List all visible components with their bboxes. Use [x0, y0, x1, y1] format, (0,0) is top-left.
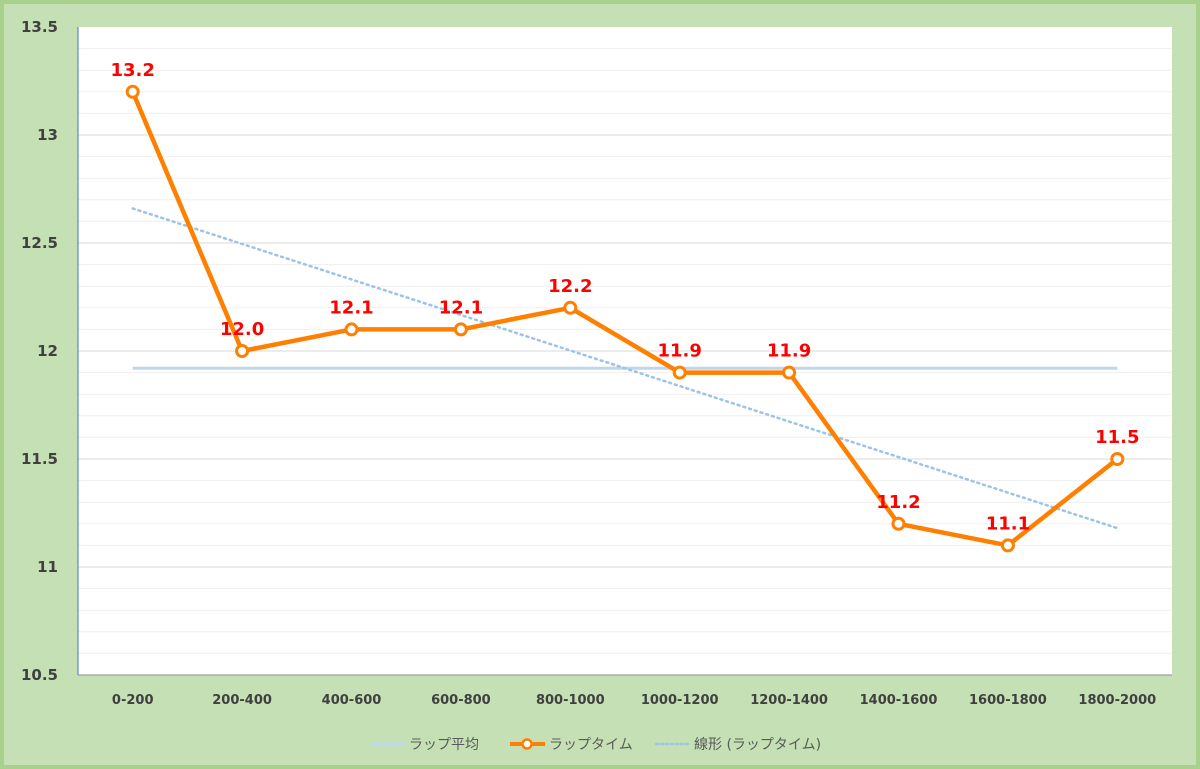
lap-time-line — [130, 90, 1119, 548]
lap-time-point — [672, 365, 687, 380]
y-tick-label: 11.5 — [21, 450, 58, 468]
data-label: 12.2 — [548, 276, 592, 297]
x-tick-label: 800-1000 — [536, 693, 605, 708]
x-axis-ticks: 0-200 200-400 400-600 600-800 800-1000 1000-1… — [112, 693, 1156, 708]
lap-time-point — [125, 84, 140, 99]
data-label: 11.5 — [1095, 427, 1139, 448]
x-tick-label: 400-600 — [322, 693, 382, 708]
x-tick-label: 1200-1400 — [750, 693, 828, 708]
x-tick-label: 1600-1800 — [969, 693, 1047, 708]
lap-time-series — [125, 84, 1125, 553]
x-tick-label: 200-400 — [212, 693, 272, 708]
legend-marker-lap-time — [521, 738, 533, 750]
x-tick-label: 0-200 — [112, 693, 154, 708]
x-tick-label: 1000-1200 — [641, 693, 719, 708]
legend: ラップ平均 ラップタイム 線形 (ラップタイム) — [372, 737, 821, 753]
trendline-series — [131, 207, 1119, 530]
data-label: 12.1 — [439, 297, 483, 318]
x-tick-label: 1800-2000 — [1078, 693, 1156, 708]
y-tick-label: 12.5 — [21, 234, 58, 252]
data-label: 13.2 — [110, 60, 154, 81]
data-label: 11.1 — [986, 513, 1030, 534]
x-tick-label: 1400-1600 — [860, 693, 938, 708]
lap-time-point — [782, 365, 797, 380]
y-tick-label: 13 — [37, 126, 58, 144]
lap-time-point — [891, 516, 906, 531]
data-label: 11.9 — [657, 341, 701, 362]
lap-time-point — [453, 322, 468, 337]
data-label: 12.0 — [220, 319, 264, 340]
gridlines — [78, 48, 1172, 654]
y-axis-ticks: 10.5 11 11.5 12 12.5 13 13.5 — [21, 18, 58, 684]
data-labels: 13.2 12.0 12.1 12.1 12.2 11.9 11.9 11.2 11.1 11.5 — [110, 60, 1139, 535]
y-tick-label: 10.5 — [21, 666, 58, 684]
y-tick-label: 11 — [37, 558, 58, 576]
lap-time-point — [1110, 452, 1125, 466]
legend-label-trendline: 線形 (ラップタイム) — [694, 737, 821, 753]
data-label: 11.2 — [876, 492, 920, 513]
x-tick-label: 600-800 — [431, 693, 491, 708]
y-tick-label: 12 — [37, 342, 58, 360]
lap-time-point — [563, 300, 578, 315]
trendline — [131, 207, 1119, 530]
data-label: 11.9 — [767, 341, 811, 362]
legend-label-average: ラップ平均 — [409, 737, 479, 753]
lap-time-point — [1000, 538, 1015, 553]
data-label: 12.1 — [329, 297, 373, 318]
lap-time-point — [344, 322, 359, 337]
y-tick-label: 13.5 — [21, 18, 58, 36]
lap-time-point — [235, 344, 250, 358]
legend-label-lap-time: ラップタイム — [549, 737, 633, 753]
